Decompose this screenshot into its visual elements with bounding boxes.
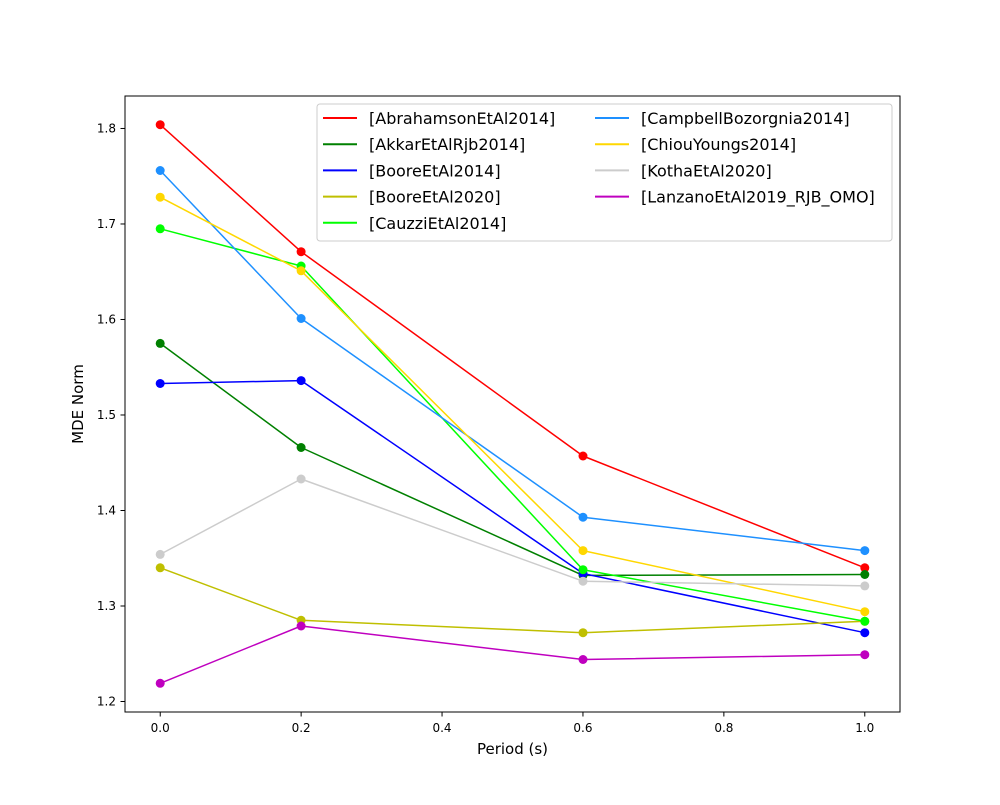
- y-tick-label: 1.2: [97, 694, 116, 708]
- legend-label: [AbrahamsonEtAl2014]: [369, 109, 555, 128]
- legend-item: [CampbellBozorgnia2014]: [595, 109, 850, 128]
- data-point: [860, 628, 870, 638]
- data-point: [296, 247, 306, 257]
- legend-label: [CampbellBozorgnia2014]: [641, 109, 850, 128]
- legend-label: [BooreEtAl2014]: [369, 161, 501, 180]
- legend-item: [KothaEtAl2020]: [595, 161, 772, 180]
- data-point: [155, 192, 165, 202]
- x-tick-label: 0.8: [714, 721, 733, 735]
- legend-label: [LanzanoEtAl2019_RJB_OMO]: [641, 188, 875, 208]
- data-point: [578, 451, 588, 461]
- legend-label: [ChiouYoungs2014]: [641, 135, 796, 154]
- y-tick-label: 1.4: [97, 503, 116, 517]
- legend-label: [CauzziEtAl2014]: [369, 214, 506, 233]
- data-point: [155, 166, 165, 175]
- series-layer: [155, 120, 870, 688]
- series-line: [159, 567, 866, 634]
- y-tick-label: 1.6: [97, 312, 116, 326]
- x-tick-label: 0.2: [292, 721, 311, 735]
- x-tick-label: 0.4: [432, 721, 451, 735]
- y-tick-label: 1.5: [97, 408, 116, 422]
- data-point: [296, 266, 306, 276]
- data-point: [578, 546, 588, 556]
- series-group: [155, 474, 870, 591]
- legend-item: [LanzanoEtAl2019_RJB_OMO]: [595, 188, 875, 208]
- legend-item: [BooreEtAl2020]: [323, 188, 501, 207]
- legend: [AbrahamsonEtAl2014] [AkkarEtAlRjb2014] [B…: [316, 103, 893, 242]
- data-point: [296, 621, 306, 631]
- legend-item: [AkkarEtAlRjb2014]: [323, 135, 525, 154]
- y-axis-title: MDE Norm: [69, 364, 87, 444]
- series-group: [155, 166, 870, 556]
- series-line: [159, 196, 866, 613]
- x-axis-title: Period (s): [477, 740, 548, 758]
- series-group: [155, 621, 870, 688]
- y-tick-label: 1.3: [97, 599, 116, 613]
- data-point: [296, 443, 306, 452]
- series-line: [159, 123, 866, 569]
- y-axis: 1.2 1.3 1.4 1.5 1.6 1.7 1.8: [97, 121, 125, 708]
- data-point: [860, 607, 870, 617]
- series-group: [155, 120, 870, 573]
- series-line: [159, 625, 866, 685]
- x-axis: 0.0 0.2 0.4 0.6 0.8 1.0: [151, 712, 874, 735]
- legend-frame: [316, 103, 893, 242]
- data-point: [155, 338, 165, 348]
- data-point: [860, 581, 870, 591]
- y-tick-label: 1.7: [97, 217, 116, 231]
- data-point: [578, 576, 588, 586]
- data-point: [860, 616, 870, 626]
- data-point: [296, 474, 306, 484]
- data-point: [860, 546, 870, 556]
- data-point: [578, 512, 588, 522]
- data-point: [155, 224, 165, 234]
- legend-label: [AkkarEtAlRjb2014]: [369, 135, 525, 154]
- data-point: [578, 655, 588, 664]
- data-point: [155, 379, 165, 388]
- data-point: [155, 563, 165, 573]
- data-point: [155, 678, 165, 688]
- data-point: [155, 549, 165, 559]
- legend-label: [KothaEtAl2020]: [641, 161, 772, 180]
- series-line: [159, 342, 866, 577]
- data-point: [578, 628, 588, 638]
- legend-item: [BooreEtAl2014]: [323, 161, 501, 180]
- x-tick-label: 0.0: [151, 721, 170, 735]
- series-line: [159, 478, 866, 587]
- data-point: [578, 565, 588, 575]
- data-point: [155, 120, 165, 130]
- legend-item: [CauzziEtAl2014]: [323, 214, 506, 233]
- legend-item: [AbrahamsonEtAl2014]: [323, 109, 555, 128]
- legend-label: [BooreEtAl2020]: [369, 188, 501, 207]
- data-point: [860, 570, 870, 579]
- series-line: [159, 379, 866, 634]
- data-point: [296, 314, 306, 323]
- series-group: [155, 192, 870, 617]
- data-point: [860, 563, 870, 573]
- data-point: [860, 650, 870, 660]
- x-tick-label: 1.0: [855, 721, 874, 735]
- legend-item: [ChiouYoungs2014]: [595, 135, 796, 154]
- x-tick-label: 0.6: [573, 721, 592, 735]
- series-line: [159, 169, 866, 552]
- plot-area-frame: [124, 95, 901, 713]
- y-tick-label: 1.8: [97, 121, 116, 135]
- data-point: [296, 376, 306, 386]
